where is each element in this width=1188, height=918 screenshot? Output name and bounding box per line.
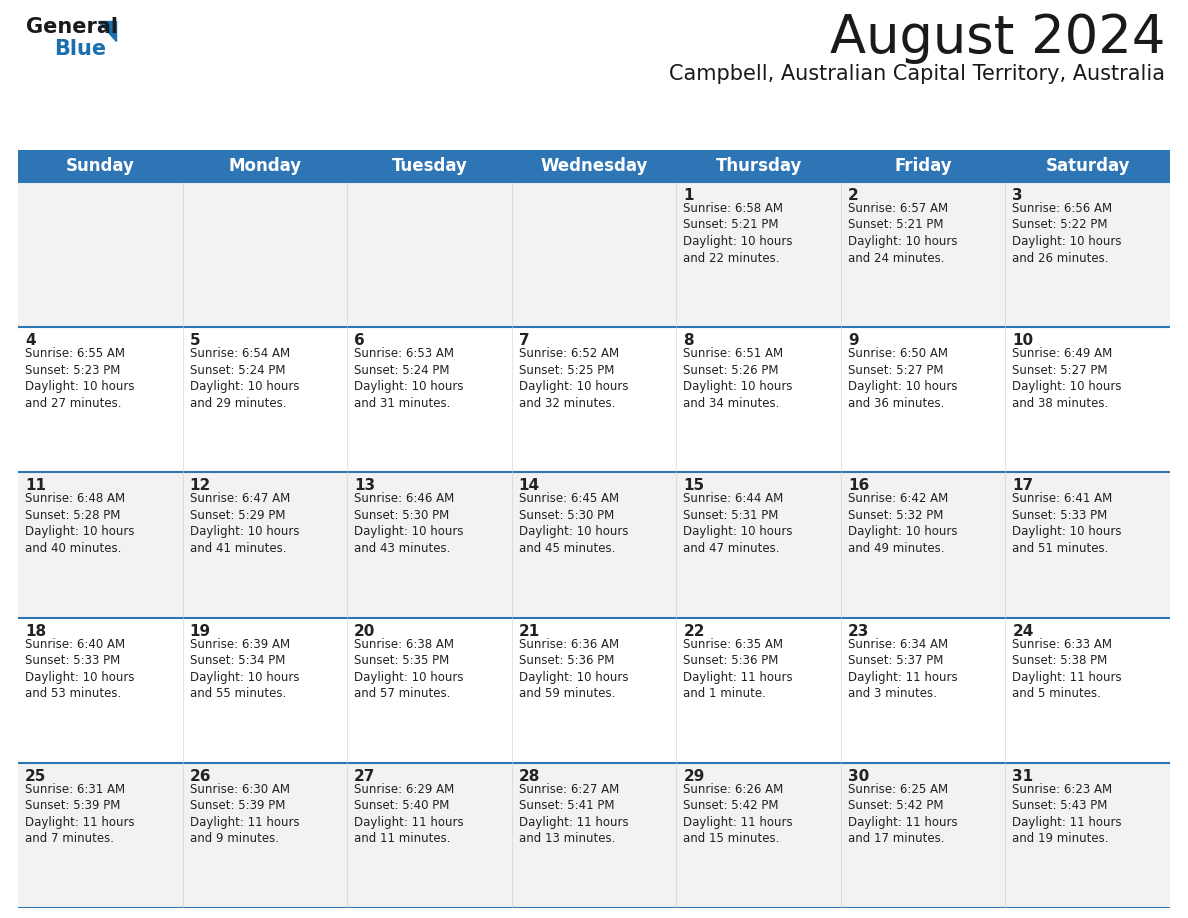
Text: Sunrise: 6:56 AM
Sunset: 5:22 PM
Daylight: 10 hours
and 26 minutes.: Sunrise: 6:56 AM Sunset: 5:22 PM Dayligh… bbox=[1012, 202, 1121, 264]
Text: Sunrise: 6:49 AM
Sunset: 5:27 PM
Daylight: 10 hours
and 38 minutes.: Sunrise: 6:49 AM Sunset: 5:27 PM Dayligh… bbox=[1012, 347, 1121, 409]
Text: Wednesday: Wednesday bbox=[541, 157, 647, 175]
Text: Sunrise: 6:44 AM
Sunset: 5:31 PM
Daylight: 10 hours
and 47 minutes.: Sunrise: 6:44 AM Sunset: 5:31 PM Dayligh… bbox=[683, 492, 792, 554]
Text: Sunrise: 6:41 AM
Sunset: 5:33 PM
Daylight: 10 hours
and 51 minutes.: Sunrise: 6:41 AM Sunset: 5:33 PM Dayligh… bbox=[1012, 492, 1121, 554]
Text: Sunrise: 6:54 AM
Sunset: 5:24 PM
Daylight: 10 hours
and 29 minutes.: Sunrise: 6:54 AM Sunset: 5:24 PM Dayligh… bbox=[190, 347, 299, 409]
Text: 25: 25 bbox=[25, 768, 46, 784]
Bar bbox=[18, 618, 1170, 763]
Bar bbox=[18, 473, 1170, 618]
Text: 8: 8 bbox=[683, 333, 694, 348]
Text: Sunrise: 6:51 AM
Sunset: 5:26 PM
Daylight: 10 hours
and 34 minutes.: Sunrise: 6:51 AM Sunset: 5:26 PM Dayligh… bbox=[683, 347, 792, 409]
Text: Sunrise: 6:35 AM
Sunset: 5:36 PM
Daylight: 11 hours
and 1 minute.: Sunrise: 6:35 AM Sunset: 5:36 PM Dayligh… bbox=[683, 638, 792, 700]
Text: Sunrise: 6:47 AM
Sunset: 5:29 PM
Daylight: 10 hours
and 41 minutes.: Sunrise: 6:47 AM Sunset: 5:29 PM Dayligh… bbox=[190, 492, 299, 554]
Text: Monday: Monday bbox=[228, 157, 302, 175]
Text: Sunrise: 6:48 AM
Sunset: 5:28 PM
Daylight: 10 hours
and 40 minutes.: Sunrise: 6:48 AM Sunset: 5:28 PM Dayligh… bbox=[25, 492, 134, 554]
Bar bbox=[18, 182, 1170, 327]
Text: Sunrise: 6:53 AM
Sunset: 5:24 PM
Daylight: 10 hours
and 31 minutes.: Sunrise: 6:53 AM Sunset: 5:24 PM Dayligh… bbox=[354, 347, 463, 409]
Text: 22: 22 bbox=[683, 623, 704, 639]
Text: 13: 13 bbox=[354, 478, 375, 493]
Text: Sunrise: 6:29 AM
Sunset: 5:40 PM
Daylight: 11 hours
and 11 minutes.: Sunrise: 6:29 AM Sunset: 5:40 PM Dayligh… bbox=[354, 783, 463, 845]
Text: Friday: Friday bbox=[895, 157, 952, 175]
Text: Sunrise: 6:25 AM
Sunset: 5:42 PM
Daylight: 11 hours
and 17 minutes.: Sunrise: 6:25 AM Sunset: 5:42 PM Dayligh… bbox=[848, 783, 958, 845]
Text: Sunrise: 6:52 AM
Sunset: 5:25 PM
Daylight: 10 hours
and 32 minutes.: Sunrise: 6:52 AM Sunset: 5:25 PM Dayligh… bbox=[519, 347, 628, 409]
Text: 17: 17 bbox=[1012, 478, 1034, 493]
Bar bbox=[18, 150, 1170, 182]
Text: Sunrise: 6:27 AM
Sunset: 5:41 PM
Daylight: 11 hours
and 13 minutes.: Sunrise: 6:27 AM Sunset: 5:41 PM Dayligh… bbox=[519, 783, 628, 845]
Text: Sunrise: 6:50 AM
Sunset: 5:27 PM
Daylight: 10 hours
and 36 minutes.: Sunrise: 6:50 AM Sunset: 5:27 PM Dayligh… bbox=[848, 347, 958, 409]
Text: Sunrise: 6:57 AM
Sunset: 5:21 PM
Daylight: 10 hours
and 24 minutes.: Sunrise: 6:57 AM Sunset: 5:21 PM Dayligh… bbox=[848, 202, 958, 264]
Text: Sunrise: 6:30 AM
Sunset: 5:39 PM
Daylight: 11 hours
and 9 minutes.: Sunrise: 6:30 AM Sunset: 5:39 PM Dayligh… bbox=[190, 783, 299, 845]
Text: Blue: Blue bbox=[53, 39, 106, 59]
Text: 12: 12 bbox=[190, 478, 210, 493]
Text: Sunrise: 6:26 AM
Sunset: 5:42 PM
Daylight: 11 hours
and 15 minutes.: Sunrise: 6:26 AM Sunset: 5:42 PM Dayligh… bbox=[683, 783, 792, 845]
Text: 7: 7 bbox=[519, 333, 530, 348]
Text: 30: 30 bbox=[848, 768, 870, 784]
Text: Thursday: Thursday bbox=[715, 157, 802, 175]
Text: 27: 27 bbox=[354, 768, 375, 784]
Text: 29: 29 bbox=[683, 768, 704, 784]
Text: Sunrise: 6:31 AM
Sunset: 5:39 PM
Daylight: 11 hours
and 7 minutes.: Sunrise: 6:31 AM Sunset: 5:39 PM Dayligh… bbox=[25, 783, 134, 845]
Text: 6: 6 bbox=[354, 333, 365, 348]
Text: 3: 3 bbox=[1012, 188, 1023, 203]
Text: 9: 9 bbox=[848, 333, 859, 348]
Text: Sunrise: 6:55 AM
Sunset: 5:23 PM
Daylight: 10 hours
and 27 minutes.: Sunrise: 6:55 AM Sunset: 5:23 PM Dayligh… bbox=[25, 347, 134, 409]
Text: 26: 26 bbox=[190, 768, 211, 784]
Text: Sunrise: 6:39 AM
Sunset: 5:34 PM
Daylight: 10 hours
and 55 minutes.: Sunrise: 6:39 AM Sunset: 5:34 PM Dayligh… bbox=[190, 638, 299, 700]
Text: 19: 19 bbox=[190, 623, 210, 639]
Text: 24: 24 bbox=[1012, 623, 1034, 639]
Text: August 2024: August 2024 bbox=[829, 12, 1165, 64]
Polygon shape bbox=[97, 21, 116, 41]
Text: Sunrise: 6:36 AM
Sunset: 5:36 PM
Daylight: 10 hours
and 59 minutes.: Sunrise: 6:36 AM Sunset: 5:36 PM Dayligh… bbox=[519, 638, 628, 700]
Text: Saturday: Saturday bbox=[1045, 157, 1130, 175]
Text: 16: 16 bbox=[848, 478, 870, 493]
Text: 28: 28 bbox=[519, 768, 541, 784]
Text: Sunrise: 6:40 AM
Sunset: 5:33 PM
Daylight: 10 hours
and 53 minutes.: Sunrise: 6:40 AM Sunset: 5:33 PM Dayligh… bbox=[25, 638, 134, 700]
Text: Sunday: Sunday bbox=[65, 157, 134, 175]
Text: Sunrise: 6:46 AM
Sunset: 5:30 PM
Daylight: 10 hours
and 43 minutes.: Sunrise: 6:46 AM Sunset: 5:30 PM Dayligh… bbox=[354, 492, 463, 554]
Text: Sunrise: 6:34 AM
Sunset: 5:37 PM
Daylight: 11 hours
and 3 minutes.: Sunrise: 6:34 AM Sunset: 5:37 PM Dayligh… bbox=[848, 638, 958, 700]
Text: Sunrise: 6:42 AM
Sunset: 5:32 PM
Daylight: 10 hours
and 49 minutes.: Sunrise: 6:42 AM Sunset: 5:32 PM Dayligh… bbox=[848, 492, 958, 554]
Text: 2: 2 bbox=[848, 188, 859, 203]
Text: Sunrise: 6:58 AM
Sunset: 5:21 PM
Daylight: 10 hours
and 22 minutes.: Sunrise: 6:58 AM Sunset: 5:21 PM Dayligh… bbox=[683, 202, 792, 264]
Text: 10: 10 bbox=[1012, 333, 1034, 348]
Text: Sunrise: 6:33 AM
Sunset: 5:38 PM
Daylight: 11 hours
and 5 minutes.: Sunrise: 6:33 AM Sunset: 5:38 PM Dayligh… bbox=[1012, 638, 1121, 700]
Text: 14: 14 bbox=[519, 478, 539, 493]
Bar bbox=[18, 327, 1170, 473]
Text: Sunrise: 6:23 AM
Sunset: 5:43 PM
Daylight: 11 hours
and 19 minutes.: Sunrise: 6:23 AM Sunset: 5:43 PM Dayligh… bbox=[1012, 783, 1121, 845]
Text: 11: 11 bbox=[25, 478, 46, 493]
Text: Tuesday: Tuesday bbox=[392, 157, 467, 175]
Text: 20: 20 bbox=[354, 623, 375, 639]
Text: Sunrise: 6:38 AM
Sunset: 5:35 PM
Daylight: 10 hours
and 57 minutes.: Sunrise: 6:38 AM Sunset: 5:35 PM Dayligh… bbox=[354, 638, 463, 700]
Text: 23: 23 bbox=[848, 623, 870, 639]
Text: 21: 21 bbox=[519, 623, 541, 639]
Text: 4: 4 bbox=[25, 333, 36, 348]
Text: General: General bbox=[26, 17, 118, 37]
Text: 31: 31 bbox=[1012, 768, 1034, 784]
Text: 1: 1 bbox=[683, 188, 694, 203]
Text: 15: 15 bbox=[683, 478, 704, 493]
Text: 18: 18 bbox=[25, 623, 46, 639]
Text: Campbell, Australian Capital Territory, Australia: Campbell, Australian Capital Territory, … bbox=[669, 64, 1165, 84]
Bar bbox=[18, 763, 1170, 908]
Text: Sunrise: 6:45 AM
Sunset: 5:30 PM
Daylight: 10 hours
and 45 minutes.: Sunrise: 6:45 AM Sunset: 5:30 PM Dayligh… bbox=[519, 492, 628, 554]
Text: 5: 5 bbox=[190, 333, 201, 348]
